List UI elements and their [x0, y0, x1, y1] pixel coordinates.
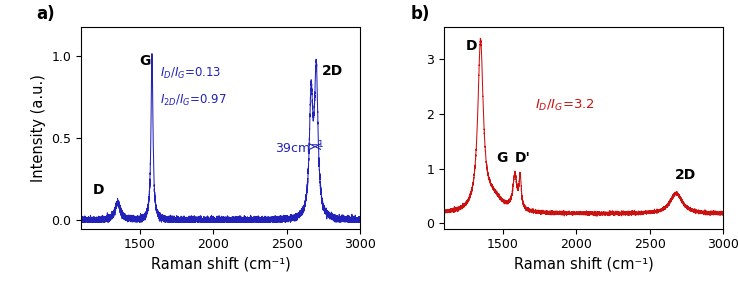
- Text: b): b): [410, 5, 430, 23]
- Text: G: G: [139, 54, 151, 68]
- Text: D: D: [466, 39, 477, 53]
- Text: $I_D/I_G$=3.2: $I_D/I_G$=3.2: [535, 98, 595, 113]
- Text: 2D: 2D: [675, 168, 696, 182]
- Text: D: D: [92, 184, 104, 198]
- Text: 2D: 2D: [322, 64, 343, 78]
- Text: G: G: [496, 151, 508, 165]
- X-axis label: Raman shift (cm⁻¹): Raman shift (cm⁻¹): [514, 257, 654, 272]
- Y-axis label: Intensity (a.u.): Intensity (a.u.): [31, 74, 46, 182]
- X-axis label: Raman shift (cm⁻¹): Raman shift (cm⁻¹): [151, 257, 291, 272]
- Text: 39cm$^{-1}$: 39cm$^{-1}$: [275, 140, 324, 157]
- Text: a): a): [36, 5, 55, 23]
- Text: D': D': [514, 151, 531, 165]
- Text: $I_D/I_G$=0.13: $I_D/I_G$=0.13: [160, 66, 221, 81]
- Text: $I_{2D}/I_G$=0.97: $I_{2D}/I_G$=0.97: [160, 92, 227, 108]
